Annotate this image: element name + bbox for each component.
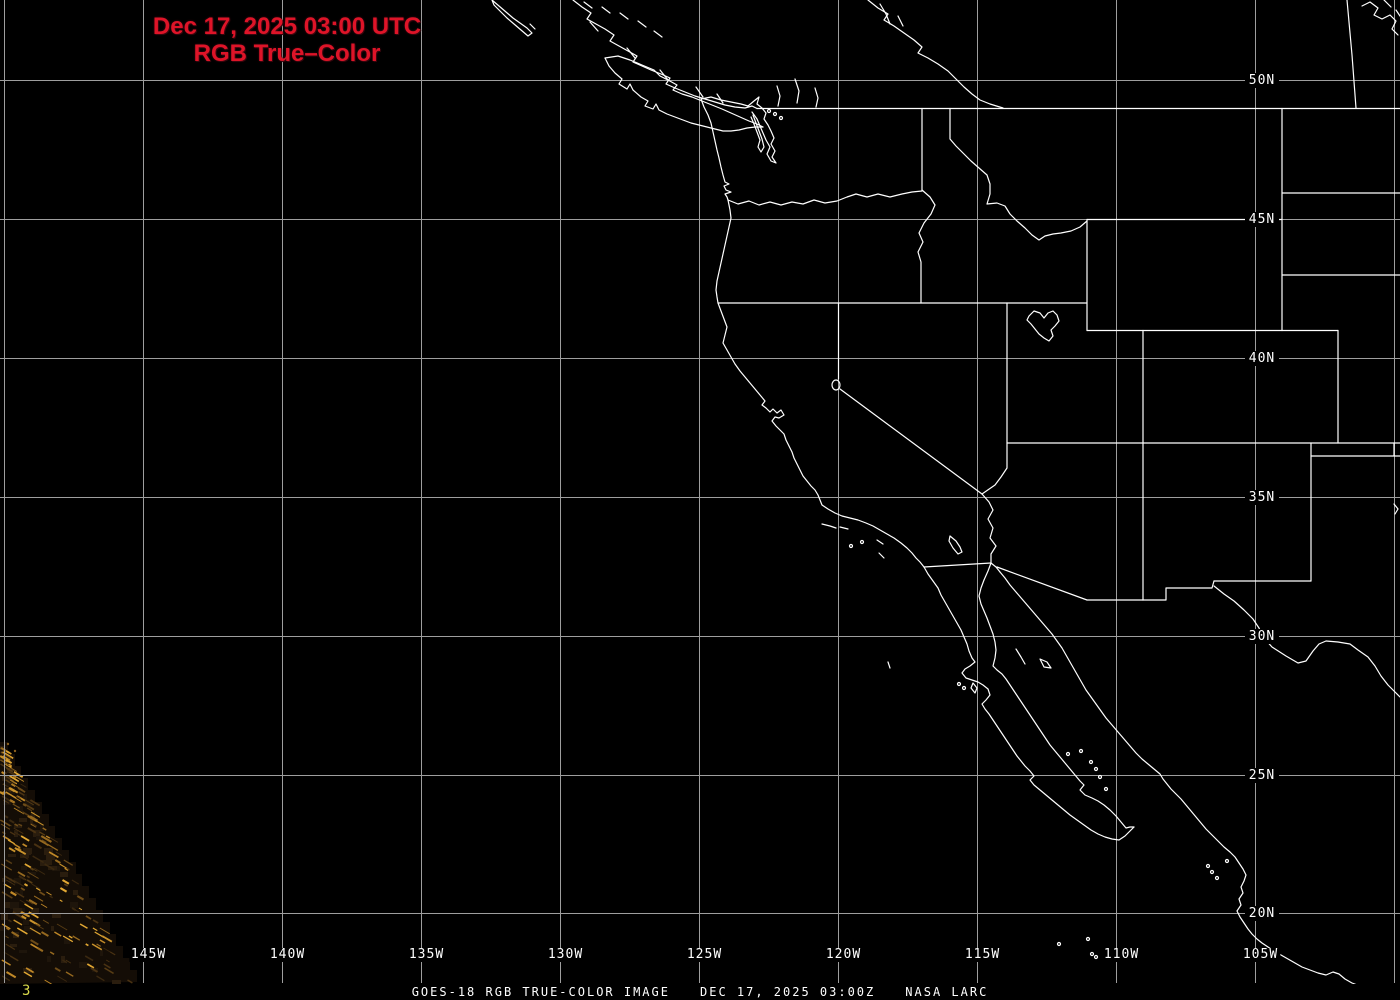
- canada-province-borders: [867, 0, 1400, 109]
- az-sonora-border: [996, 566, 1088, 601]
- caption-credit: NASA LARC: [905, 985, 989, 999]
- isla-isabel: [1224, 858, 1230, 864]
- bottom-caption: GOES-18 RGB TRUE-COLOR IMAGE DEC 17, 2025…: [412, 986, 989, 999]
- puget-sound: [747, 96, 777, 164]
- island-dot: [1103, 786, 1109, 792]
- islas-marias: [1209, 869, 1215, 875]
- latitude-tick-label: 20N: [1245, 906, 1279, 921]
- longitude-tick-label: 110W: [1101, 947, 1142, 962]
- ca-mx-border: [923, 562, 992, 568]
- bc-interior-lakes: [776, 3, 904, 108]
- haida-gwaii-island: [491, 0, 536, 37]
- baja-west-coast: [923, 566, 1135, 841]
- manitoba-lakes: [1361, 0, 1400, 36]
- ca-nv-diagonal: [839, 388, 983, 495]
- colorado-delta: [983, 562, 1001, 581]
- mexico-borders-and-coast: [923, 562, 1400, 987]
- longitude-tick-label: 105W: [1240, 947, 1281, 962]
- sonora-sinaloa-coast: [999, 571, 1361, 987]
- nv-az-colorado-river: [981, 442, 1008, 564]
- isla-angel-guarda: [1015, 648, 1026, 665]
- great-salt-lake: [1026, 310, 1060, 342]
- longitude-tick-label: 125W: [684, 947, 725, 962]
- wa-or-columbia-river: [727, 190, 923, 206]
- san-juan-island: [766, 108, 772, 114]
- latitude-tick-label: 35N: [1245, 490, 1279, 505]
- state-borders: [717, 107, 1400, 601]
- longitude-tick-label: 140W: [267, 947, 308, 962]
- island-dot: [859, 539, 865, 545]
- island-dot: [1088, 759, 1094, 765]
- latitude-tick-label: 30N: [1245, 629, 1279, 644]
- lake-tahoe: [831, 379, 841, 391]
- tx-ok-365n: [1310, 442, 1400, 457]
- latitude-tick-label: 40N: [1245, 351, 1279, 366]
- latitude-tick-label: 45N: [1245, 212, 1279, 227]
- island-dot: [1093, 766, 1099, 772]
- island-dot: [1097, 774, 1103, 780]
- island-dot: [848, 543, 854, 549]
- bc-mainland-coast: [572, 0, 758, 110]
- caption-timestamp: DEC 17, 2025 03:00Z: [699, 985, 876, 999]
- nm-bootheel: [1142, 580, 1215, 601]
- latitude-tick-label: 50N: [1245, 73, 1279, 88]
- longitude-tick-label: 120W: [823, 947, 864, 962]
- islas-marias: [1205, 863, 1211, 869]
- revillagigedo-island: [1085, 936, 1091, 942]
- vancouver-island: [604, 55, 764, 132]
- revillagigedo-island: [1093, 954, 1099, 960]
- salton-sea: [948, 535, 963, 555]
- rio-grande: [1213, 585, 1400, 698]
- bc-coast: [491, 0, 904, 110]
- gridline-vertical: [4, 0, 1395, 983]
- san-juan-island: [778, 115, 784, 121]
- sk-mb-border: [1346, 0, 1357, 109]
- latitude-tick-label: 25N: [1245, 768, 1279, 783]
- islas-marias: [1214, 875, 1220, 881]
- isla-tiburon: [1039, 658, 1052, 669]
- channel-islands: [821, 523, 885, 559]
- caption-product: GOES-18 RGB TRUE-COLOR IMAGE: [411, 985, 670, 999]
- baja-east-coast: [978, 579, 1135, 829]
- wa-or-ca-coast: [700, 98, 925, 568]
- bc-ab-border: [867, 0, 1004, 109]
- hood-canal: [750, 114, 765, 153]
- gridline-horizontal: [0, 80, 1400, 914]
- island-dot: [1065, 751, 1071, 757]
- guadalupe-island: [887, 661, 891, 669]
- island-dot: [1078, 748, 1084, 754]
- or-id-snake-river: [917, 189, 936, 304]
- longitude-tick-label: 135W: [406, 947, 447, 962]
- image-title: Dec 17, 2025 03:00 UTC RGB True–Color: [153, 13, 421, 67]
- caption-bar: [0, 984, 1400, 1000]
- bc-coastal-islands: [583, 1, 663, 38]
- sunlit-terminator-clouds: [0, 742, 138, 987]
- san-juan-island: [772, 111, 778, 117]
- revillagigedo-island: [1056, 941, 1062, 947]
- image-date-line: Dec 17, 2025 03:00 UTC: [152, 13, 422, 40]
- juan-de-fuca-south-shore: [700, 96, 749, 107]
- isla-cedros: [970, 682, 978, 694]
- longitude-tick-label: 145W: [128, 947, 169, 962]
- puget-sound-region: [700, 96, 784, 164]
- image-product-line: RGB True–Color: [193, 40, 381, 67]
- longitude-tick-label: 115W: [962, 947, 1003, 962]
- longitude-tick-label: 130W: [545, 947, 586, 962]
- revillagigedo-island: [1089, 951, 1095, 957]
- bc-fjords: [589, 21, 724, 104]
- island-dot: [956, 681, 962, 687]
- frame-indicator: 3: [22, 983, 31, 999]
- island-dot: [961, 685, 967, 691]
- id-mt-border: [949, 107, 1088, 241]
- pacific-coastline: [700, 98, 963, 669]
- river-squiggle: [1393, 503, 1399, 515]
